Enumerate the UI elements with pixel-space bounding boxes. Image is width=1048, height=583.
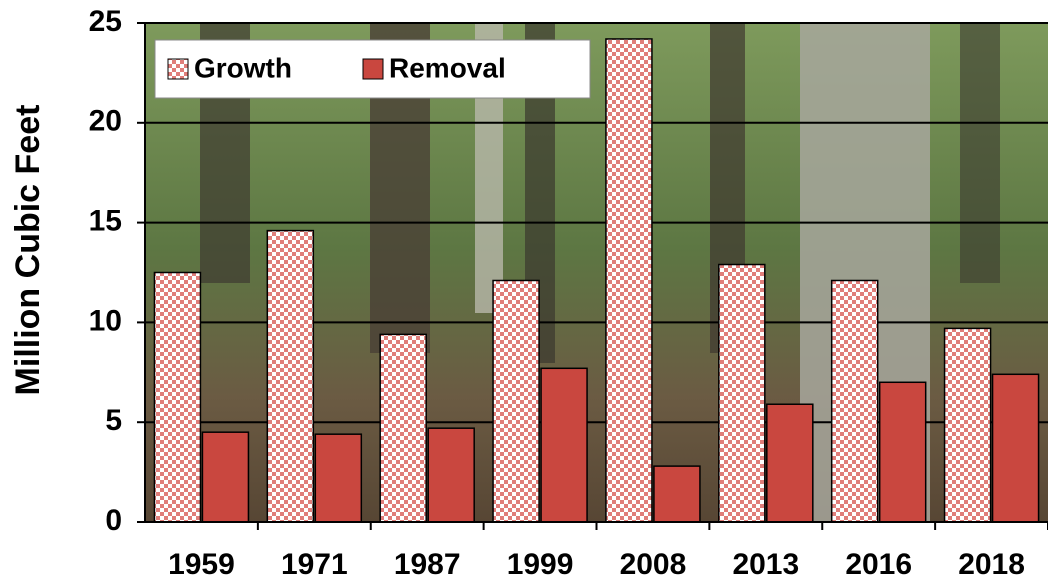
bar (719, 265, 765, 522)
bar (606, 39, 652, 522)
x-tick-label: 2018 (958, 548, 1025, 581)
x-tick-label: 2016 (845, 548, 912, 581)
x-tick-label: 2013 (732, 548, 799, 581)
legend-label: Removal (389, 52, 506, 83)
y-tick-label: 25 (89, 5, 122, 38)
y-tick-label: 20 (89, 105, 122, 138)
bar (493, 280, 539, 522)
bar (202, 432, 248, 522)
bar (428, 428, 474, 522)
legend-label: Growth (194, 52, 292, 83)
y-tick-label: 10 (89, 304, 122, 337)
y-tick-label: 5 (105, 404, 122, 437)
bar (767, 404, 813, 522)
bar (315, 434, 361, 522)
bar (154, 273, 200, 523)
y-tick-label: 0 (105, 504, 122, 537)
x-tick-label: 1987 (394, 548, 461, 581)
bar (832, 280, 878, 522)
bar (267, 231, 313, 522)
bar (654, 466, 700, 522)
x-tick-label: 1971 (281, 548, 348, 581)
bar (541, 368, 587, 522)
x-tick-label: 1999 (507, 548, 574, 581)
legend-swatch (168, 59, 188, 79)
legend: Growth Removal (155, 40, 590, 98)
bar (945, 328, 991, 522)
x-tick-label: 2008 (620, 548, 687, 581)
legend-swatch (363, 59, 383, 79)
chart: Million Cubic Feet Growth Removal 0 5 10 15 2… (0, 0, 1048, 583)
bar (993, 374, 1039, 522)
y-axis-label: Million Cubic Feet (9, 105, 47, 396)
bar (880, 382, 926, 522)
bar (380, 334, 426, 522)
y-tick-label: 15 (89, 205, 122, 238)
x-tick-label: 1959 (168, 548, 235, 581)
